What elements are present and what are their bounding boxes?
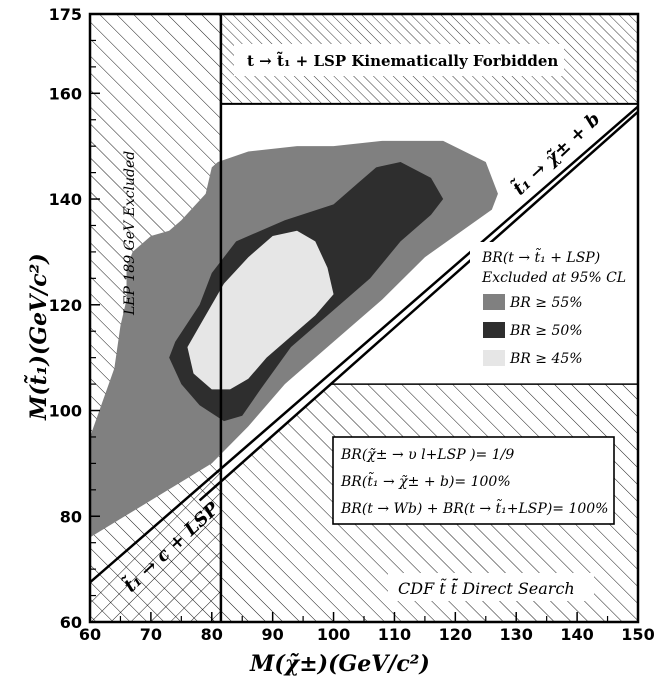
assumption-3: BR(t → Wb) + BR(t → t̃₁+LSP)= 100% bbox=[340, 498, 608, 517]
legend-label-55: BR ≥ 55% bbox=[509, 295, 583, 311]
x-tick-label: 80 bbox=[201, 625, 223, 644]
cdf-label-box bbox=[388, 573, 594, 601]
x-tick-label: 70 bbox=[140, 625, 162, 644]
x-tick-label: 150 bbox=[621, 625, 654, 644]
assumption-1: BR(χ̃± → υ l+LSP )= 1/9 bbox=[340, 447, 514, 463]
legend-swatch-50 bbox=[483, 322, 505, 338]
x-axis-label: M(χ̃±)(GeV/c²) bbox=[249, 651, 430, 677]
stop-to-chargino-b-line bbox=[198, 110, 638, 502]
y-tick-label: 120 bbox=[49, 296, 82, 315]
cdf-label: CDF t̃ t̃̄ Direct Search bbox=[398, 577, 575, 598]
y-axis-ticks: 60 80 100 120 140 160 175 bbox=[49, 5, 100, 632]
y-axis-label: M(t̃₁)(GeV/c²) bbox=[25, 253, 52, 421]
legend-label-50: BR ≥ 50% bbox=[509, 323, 583, 339]
legend-title: BR(t → t̃₁ + LSP) bbox=[481, 247, 600, 266]
y-tick-label: 175 bbox=[49, 5, 82, 24]
legend-label-45: BR ≥ 45% bbox=[509, 351, 583, 367]
x-tick-label: 120 bbox=[439, 625, 472, 644]
stop-to-c-lsp-line bbox=[90, 105, 638, 584]
y-tick-label: 60 bbox=[60, 613, 82, 632]
assumption-2: BR(t̃₁ → χ̃± + b)= 100% bbox=[340, 471, 511, 490]
lep-label: LEP 189 GeV Excluded bbox=[122, 151, 138, 316]
x-tick-label: 130 bbox=[500, 625, 533, 644]
x-axis-ticks: 60 70 80 90 100 110 120 130 140 150 bbox=[79, 612, 655, 644]
x-tick-label: 60 bbox=[79, 625, 101, 644]
x-tick-label: 100 bbox=[317, 625, 350, 644]
y-tick-label: 100 bbox=[49, 402, 82, 421]
forbidden-label-box bbox=[234, 44, 564, 76]
y-tick-label: 80 bbox=[60, 507, 82, 526]
legend-subtitle: Excluded at 95% CL bbox=[481, 270, 626, 286]
region-br-2 bbox=[187, 230, 334, 390]
exclusion-regions bbox=[90, 140, 498, 538]
cdf-corner-region bbox=[90, 468, 221, 622]
y-tick-label: 160 bbox=[49, 84, 82, 103]
forbidden-label: t → t̃₁ + LSP Kinematically Forbidden bbox=[247, 50, 558, 70]
x-tick-label: 90 bbox=[262, 625, 284, 644]
assumptions-frame bbox=[332, 436, 615, 525]
legend-swatch-55 bbox=[483, 294, 505, 310]
assumptions-box: BR(χ̃± → υ l+LSP )= 1/9 BR(t̃₁ → χ̃± + b… bbox=[332, 436, 615, 525]
y-tick-label: 140 bbox=[49, 190, 82, 209]
legend: BR(t → t̃₁ + LSP) Excluded at 95% CL BR … bbox=[470, 242, 626, 382]
x-tick-label: 110 bbox=[378, 625, 411, 644]
legend-swatch-45 bbox=[483, 350, 505, 366]
x-tick-label: 140 bbox=[560, 625, 593, 644]
